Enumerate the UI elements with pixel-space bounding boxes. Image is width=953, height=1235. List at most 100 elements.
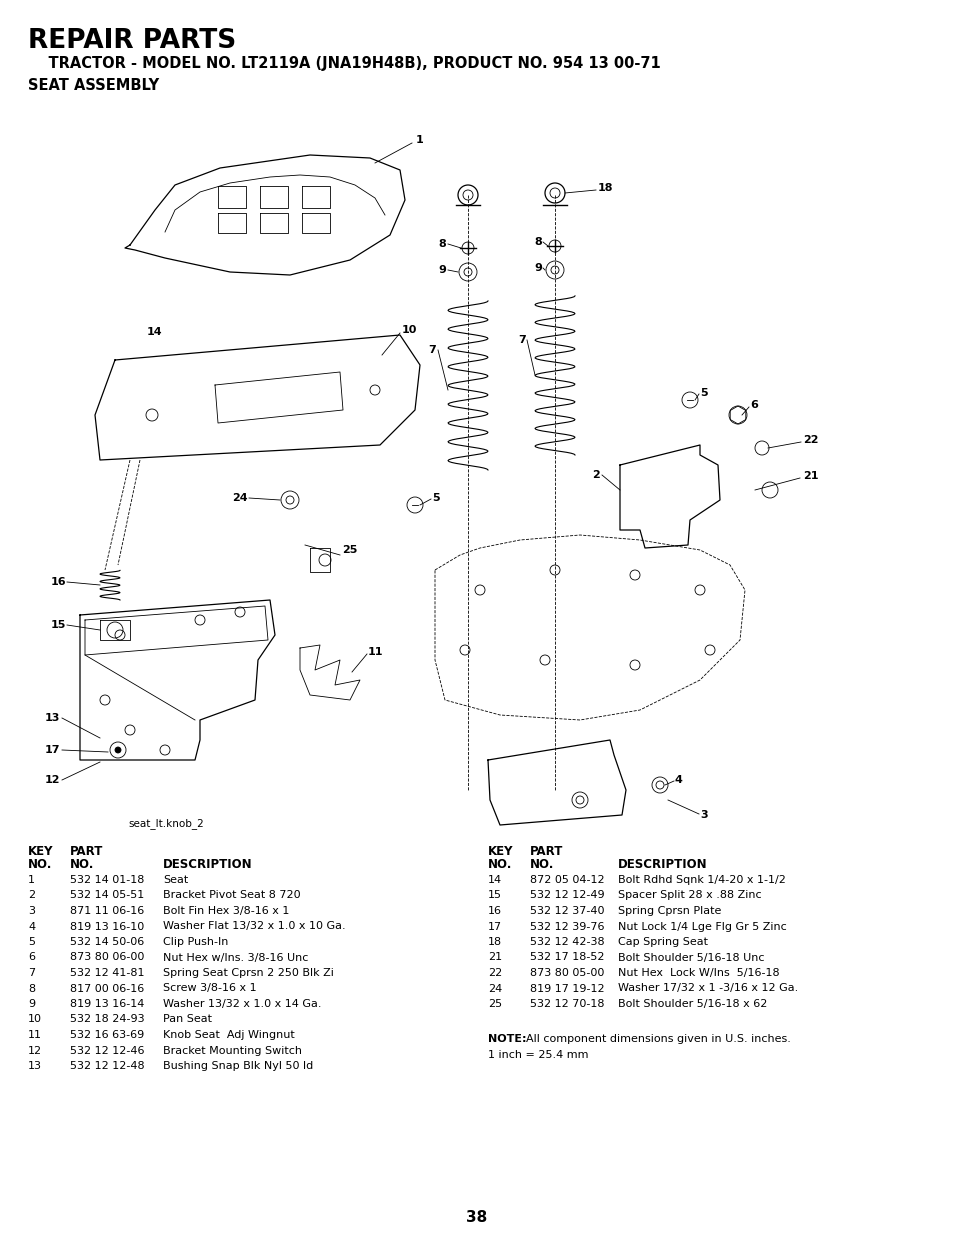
Text: 532 12 41-81: 532 12 41-81 [70,968,144,978]
Text: SEAT ASSEMBLY: SEAT ASSEMBLY [28,78,159,93]
Text: 13: 13 [45,713,60,722]
Text: 872 05 04-12: 872 05 04-12 [530,876,604,885]
Text: Bracket Mounting Switch: Bracket Mounting Switch [163,1046,302,1056]
Text: 21: 21 [802,471,818,480]
Text: 8: 8 [437,240,446,249]
Text: NOTE:: NOTE: [488,1035,526,1045]
Text: 10: 10 [401,325,416,335]
Text: DESCRIPTION: DESCRIPTION [618,858,707,871]
Text: 873 80 06-00: 873 80 06-00 [70,952,144,962]
Text: 532 12 12-49: 532 12 12-49 [530,890,604,900]
Text: 5: 5 [28,937,35,947]
Text: DESCRIPTION: DESCRIPTION [163,858,253,871]
Text: 5: 5 [700,388,707,398]
Text: Clip Push-In: Clip Push-In [163,937,228,947]
Text: Screw 3/8-16 x 1: Screw 3/8-16 x 1 [163,983,256,993]
Text: 11: 11 [368,647,383,657]
Text: 7: 7 [517,335,525,345]
Text: 12: 12 [28,1046,42,1056]
Text: 7: 7 [28,968,35,978]
Text: 22: 22 [488,968,501,978]
Text: 873 80 05-00: 873 80 05-00 [530,968,604,978]
Text: 25: 25 [488,999,501,1009]
Text: 1 inch = 25.4 mm: 1 inch = 25.4 mm [488,1050,588,1060]
Text: 16: 16 [488,906,501,916]
Text: 22: 22 [802,435,818,445]
Text: 21: 21 [488,952,501,962]
Text: 25: 25 [341,545,357,555]
Text: 38: 38 [466,1210,487,1225]
Text: 532 17 18-52: 532 17 18-52 [530,952,604,962]
Text: NO.: NO. [70,858,94,871]
Text: Washer 13/32 x 1.0 x 14 Ga.: Washer 13/32 x 1.0 x 14 Ga. [163,999,321,1009]
Text: 9: 9 [534,263,541,273]
Text: 817 00 06-16: 817 00 06-16 [70,983,144,993]
Text: 5: 5 [432,493,439,503]
Text: 17: 17 [45,745,60,755]
Text: 9: 9 [437,266,446,275]
Text: TRACTOR - MODEL NO. LT2119A (JNA19H48B), PRODUCT NO. 954 13 00-71: TRACTOR - MODEL NO. LT2119A (JNA19H48B),… [28,56,660,70]
Text: seat_lt.knob_2: seat_lt.knob_2 [128,818,204,829]
Text: 24: 24 [488,983,501,993]
Text: 17: 17 [488,921,501,931]
Text: 532 14 50-06: 532 14 50-06 [70,937,144,947]
Text: Bolt Shoulder 5/16-18 x 62: Bolt Shoulder 5/16-18 x 62 [618,999,766,1009]
Text: Nut Hex  Lock W/Ins  5/16-18: Nut Hex Lock W/Ins 5/16-18 [618,968,779,978]
Text: 532 16 63-69: 532 16 63-69 [70,1030,144,1040]
Text: 4: 4 [28,921,35,931]
Text: All component dimensions given in U.S. inches.: All component dimensions given in U.S. i… [525,1035,790,1045]
Text: 2: 2 [592,471,599,480]
Text: 532 12 37-40: 532 12 37-40 [530,906,604,916]
Text: 8: 8 [534,237,541,247]
Text: 1: 1 [28,876,35,885]
Text: NO.: NO. [28,858,52,871]
Text: 2: 2 [28,890,35,900]
Text: Washer 17/32 x 1 -3/16 x 12 Ga.: Washer 17/32 x 1 -3/16 x 12 Ga. [618,983,798,993]
Text: Bolt Rdhd Sqnk 1/4-20 x 1-1/2: Bolt Rdhd Sqnk 1/4-20 x 1-1/2 [618,876,785,885]
Text: Spacer Split 28 x .88 Zinc: Spacer Split 28 x .88 Zinc [618,890,760,900]
Text: 18: 18 [488,937,501,947]
Text: Nut Lock 1/4 Lge Flg Gr 5 Zinc: Nut Lock 1/4 Lge Flg Gr 5 Zinc [618,921,786,931]
Text: 14: 14 [488,876,501,885]
Text: Cap Spring Seat: Cap Spring Seat [618,937,707,947]
Text: 532 12 12-48: 532 12 12-48 [70,1061,145,1071]
Text: KEY: KEY [488,845,513,858]
Circle shape [115,747,121,753]
Text: KEY: KEY [28,845,53,858]
Text: Knob Seat  Adj Wingnut: Knob Seat Adj Wingnut [163,1030,294,1040]
Text: Pan Seat: Pan Seat [163,1014,212,1025]
Text: 9: 9 [28,999,35,1009]
Text: 819 13 16-14: 819 13 16-14 [70,999,144,1009]
Text: REPAIR PARTS: REPAIR PARTS [28,28,236,54]
Text: 871 11 06-16: 871 11 06-16 [70,906,144,916]
Text: PART: PART [530,845,563,858]
Text: 24: 24 [233,493,248,503]
Text: 11: 11 [28,1030,42,1040]
Text: 6: 6 [28,952,35,962]
Text: 532 12 42-38: 532 12 42-38 [530,937,604,947]
Text: 15: 15 [51,620,66,630]
Text: 3: 3 [700,810,707,820]
Text: 1: 1 [416,135,423,144]
Text: Spring Cprsn Plate: Spring Cprsn Plate [618,906,720,916]
Text: 4: 4 [675,776,682,785]
Text: 532 14 05-51: 532 14 05-51 [70,890,144,900]
Text: Seat: Seat [163,876,188,885]
Text: 18: 18 [598,183,613,193]
Text: 3: 3 [28,906,35,916]
Text: 532 12 39-76: 532 12 39-76 [530,921,604,931]
Text: 7: 7 [428,345,436,354]
Text: Spring Seat Cprsn 2 250 Blk Zi: Spring Seat Cprsn 2 250 Blk Zi [163,968,334,978]
Text: 532 12 12-46: 532 12 12-46 [70,1046,144,1056]
Text: 819 13 16-10: 819 13 16-10 [70,921,144,931]
Text: Bolt Shoulder 5/16-18 Unc: Bolt Shoulder 5/16-18 Unc [618,952,763,962]
Text: 6: 6 [749,400,757,410]
Text: 532 12 70-18: 532 12 70-18 [530,999,604,1009]
Text: 532 18 24-93: 532 18 24-93 [70,1014,145,1025]
Text: 16: 16 [51,577,66,587]
Text: 12: 12 [45,776,60,785]
Text: NO.: NO. [488,858,512,871]
Text: PART: PART [70,845,103,858]
Text: Washer Flat 13/32 x 1.0 x 10 Ga.: Washer Flat 13/32 x 1.0 x 10 Ga. [163,921,345,931]
Text: 819 17 19-12: 819 17 19-12 [530,983,604,993]
